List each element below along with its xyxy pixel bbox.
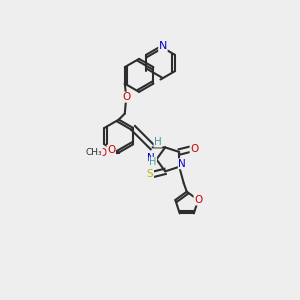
Text: O: O — [190, 144, 198, 154]
Text: N: N — [147, 153, 154, 163]
Text: H: H — [154, 137, 162, 147]
Text: O: O — [107, 145, 116, 155]
Text: O: O — [99, 148, 107, 158]
Text: S: S — [147, 169, 154, 179]
Text: CH₃: CH₃ — [85, 148, 102, 157]
Text: N: N — [159, 41, 167, 52]
Text: N: N — [178, 159, 186, 169]
Text: O: O — [194, 195, 202, 205]
Text: O: O — [122, 92, 130, 102]
Text: H: H — [149, 158, 157, 167]
